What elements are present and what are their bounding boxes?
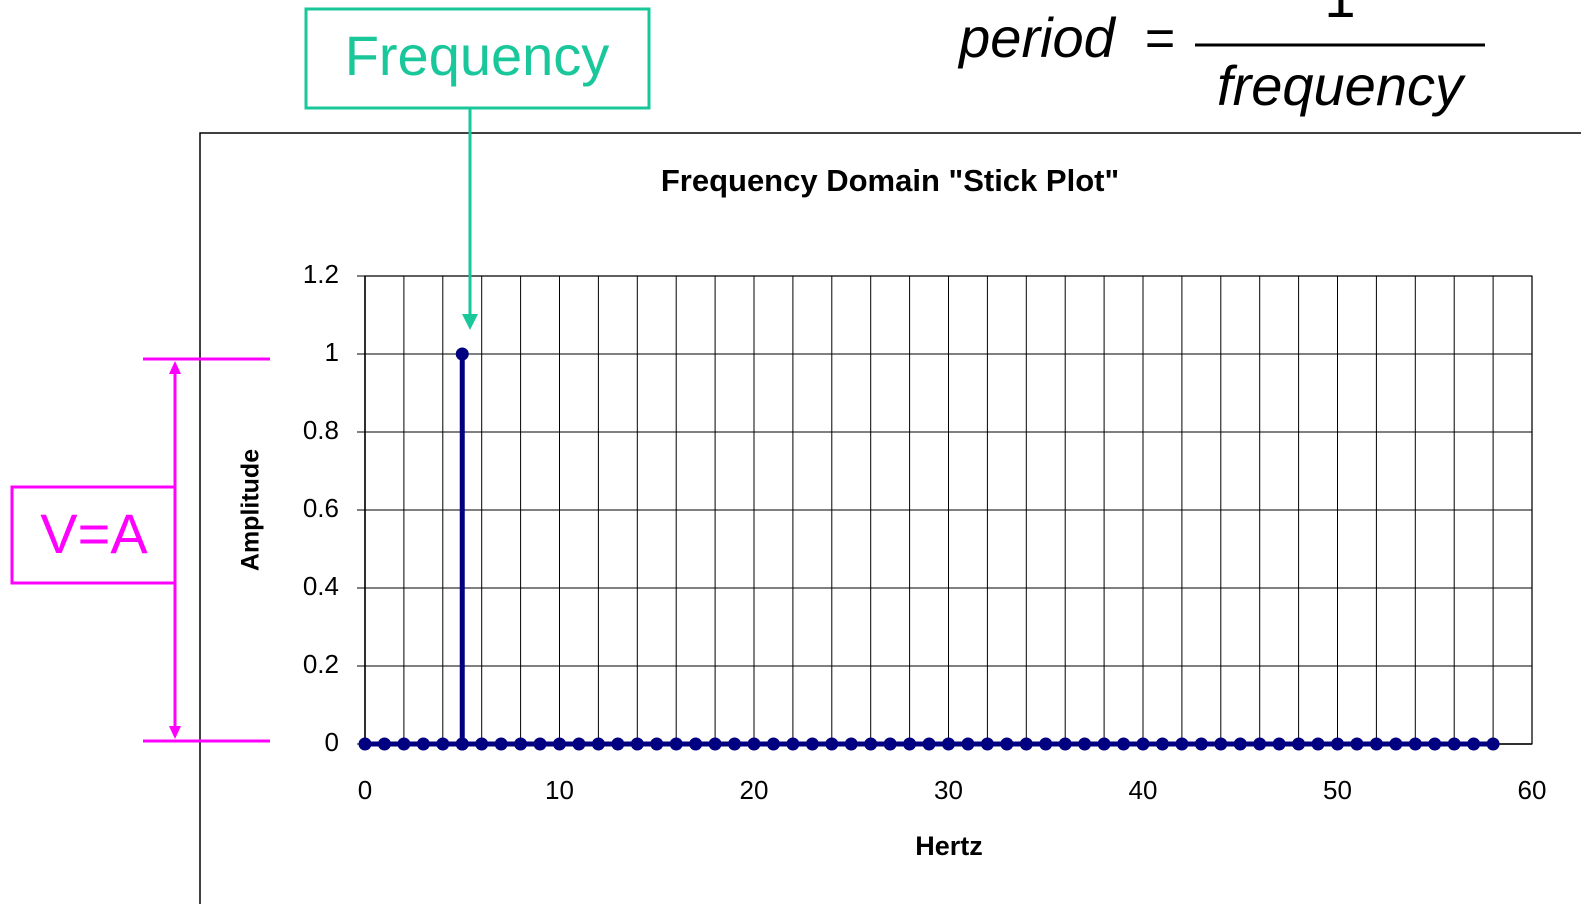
data-point: [1078, 737, 1092, 751]
data-point: [942, 737, 955, 751]
data-point: [747, 737, 761, 751]
x-tick-label: 20: [740, 775, 769, 805]
data-point: [1058, 737, 1072, 751]
data-point: [1486, 737, 1500, 751]
data-point: [786, 737, 800, 751]
data-point: [1369, 737, 1383, 751]
data-point: [1117, 737, 1131, 751]
data-point: [922, 737, 936, 751]
data-point: [1097, 737, 1111, 751]
x-axis-label: Hertz: [915, 831, 983, 861]
data-point: [1408, 737, 1422, 751]
data-point: [611, 737, 625, 751]
data-point: [475, 737, 489, 751]
data-point: [689, 737, 703, 751]
data-point: [1000, 737, 1014, 751]
y-tick-label: 0: [325, 727, 339, 757]
y-tick-label: 0.6: [303, 493, 339, 523]
data-point: [1233, 737, 1247, 751]
data-point: [1136, 737, 1150, 751]
x-tick-label: 60: [1518, 775, 1547, 805]
frequency-label: Frequency: [345, 24, 610, 87]
data-point: [1467, 737, 1481, 751]
data-point: [1389, 737, 1403, 751]
plot-area: 0 10 20 30 40 50 60 0 0.2 0.4 0.6 0.8 1 1.2: [303, 259, 1547, 805]
data-point: [883, 737, 897, 751]
data-point: [864, 737, 878, 751]
data-point: [1350, 737, 1364, 751]
data-point: [669, 737, 683, 751]
data-point: [455, 737, 469, 751]
data-point: [708, 737, 722, 751]
data-point: [1292, 737, 1306, 751]
data-point: [1175, 737, 1189, 751]
data-point: [805, 737, 819, 751]
data-point: [553, 737, 566, 751]
x-tick-label: 10: [545, 775, 574, 805]
data-point: [1311, 737, 1325, 751]
data-point: [1019, 737, 1033, 751]
chart-title: Frequency Domain "Stick Plot": [661, 163, 1119, 198]
data-point: [358, 737, 372, 751]
frequency-arrowhead: [462, 314, 478, 330]
formula-eq: =: [1145, 10, 1175, 68]
data-point: [377, 737, 391, 751]
y-tick-label: 1.2: [303, 259, 339, 289]
formula-lhs: period: [957, 6, 1117, 69]
formula-numerator: 1: [1324, 0, 1355, 29]
data-point: [1272, 737, 1286, 751]
data-point: [650, 737, 664, 751]
data-point: [416, 737, 430, 751]
amplitude-label: V=A: [40, 502, 148, 565]
x-tick-label: 40: [1129, 775, 1158, 805]
data-point: [766, 737, 780, 751]
data-point: [591, 737, 605, 751]
data-point: [455, 347, 469, 361]
data-point: [980, 737, 994, 751]
y-tick-label: 1: [325, 337, 339, 367]
frequency-box: [304, 7, 651, 110]
data-point: [728, 737, 742, 751]
data-point: [436, 737, 450, 751]
data-point: [1194, 737, 1208, 751]
y-axis-label: Amplitude: [237, 449, 265, 571]
data-point: [1039, 737, 1053, 751]
data-point: [1331, 737, 1344, 751]
data-point: [844, 737, 858, 751]
amplitude-arrowhead-bottom: [169, 726, 181, 739]
x-tick-label: 50: [1323, 775, 1352, 805]
y-tick-label: 0.8: [303, 415, 339, 445]
data-point: [533, 737, 547, 751]
data-point: [903, 737, 917, 751]
data-point: [1155, 737, 1169, 751]
data-point: [514, 737, 528, 751]
data-point: [1428, 737, 1442, 751]
amplitude-arrowhead-top: [169, 361, 181, 374]
amplitude-box: [10, 485, 177, 585]
x-tick-label: 30: [934, 775, 963, 805]
data-point: [961, 737, 975, 751]
data-point: [1214, 737, 1228, 751]
data-point: [825, 737, 839, 751]
data-point: [1253, 737, 1267, 751]
y-tick-label: 0.4: [303, 571, 339, 601]
data-point: [397, 737, 411, 751]
data-point: [630, 737, 644, 751]
data-point: [1447, 737, 1461, 751]
y-tick-label: 0.2: [303, 649, 339, 679]
data-point: [494, 737, 508, 751]
data-point: [572, 737, 586, 751]
x-tick-label: 0: [358, 775, 372, 805]
formula-denominator: frequency: [1217, 54, 1466, 117]
